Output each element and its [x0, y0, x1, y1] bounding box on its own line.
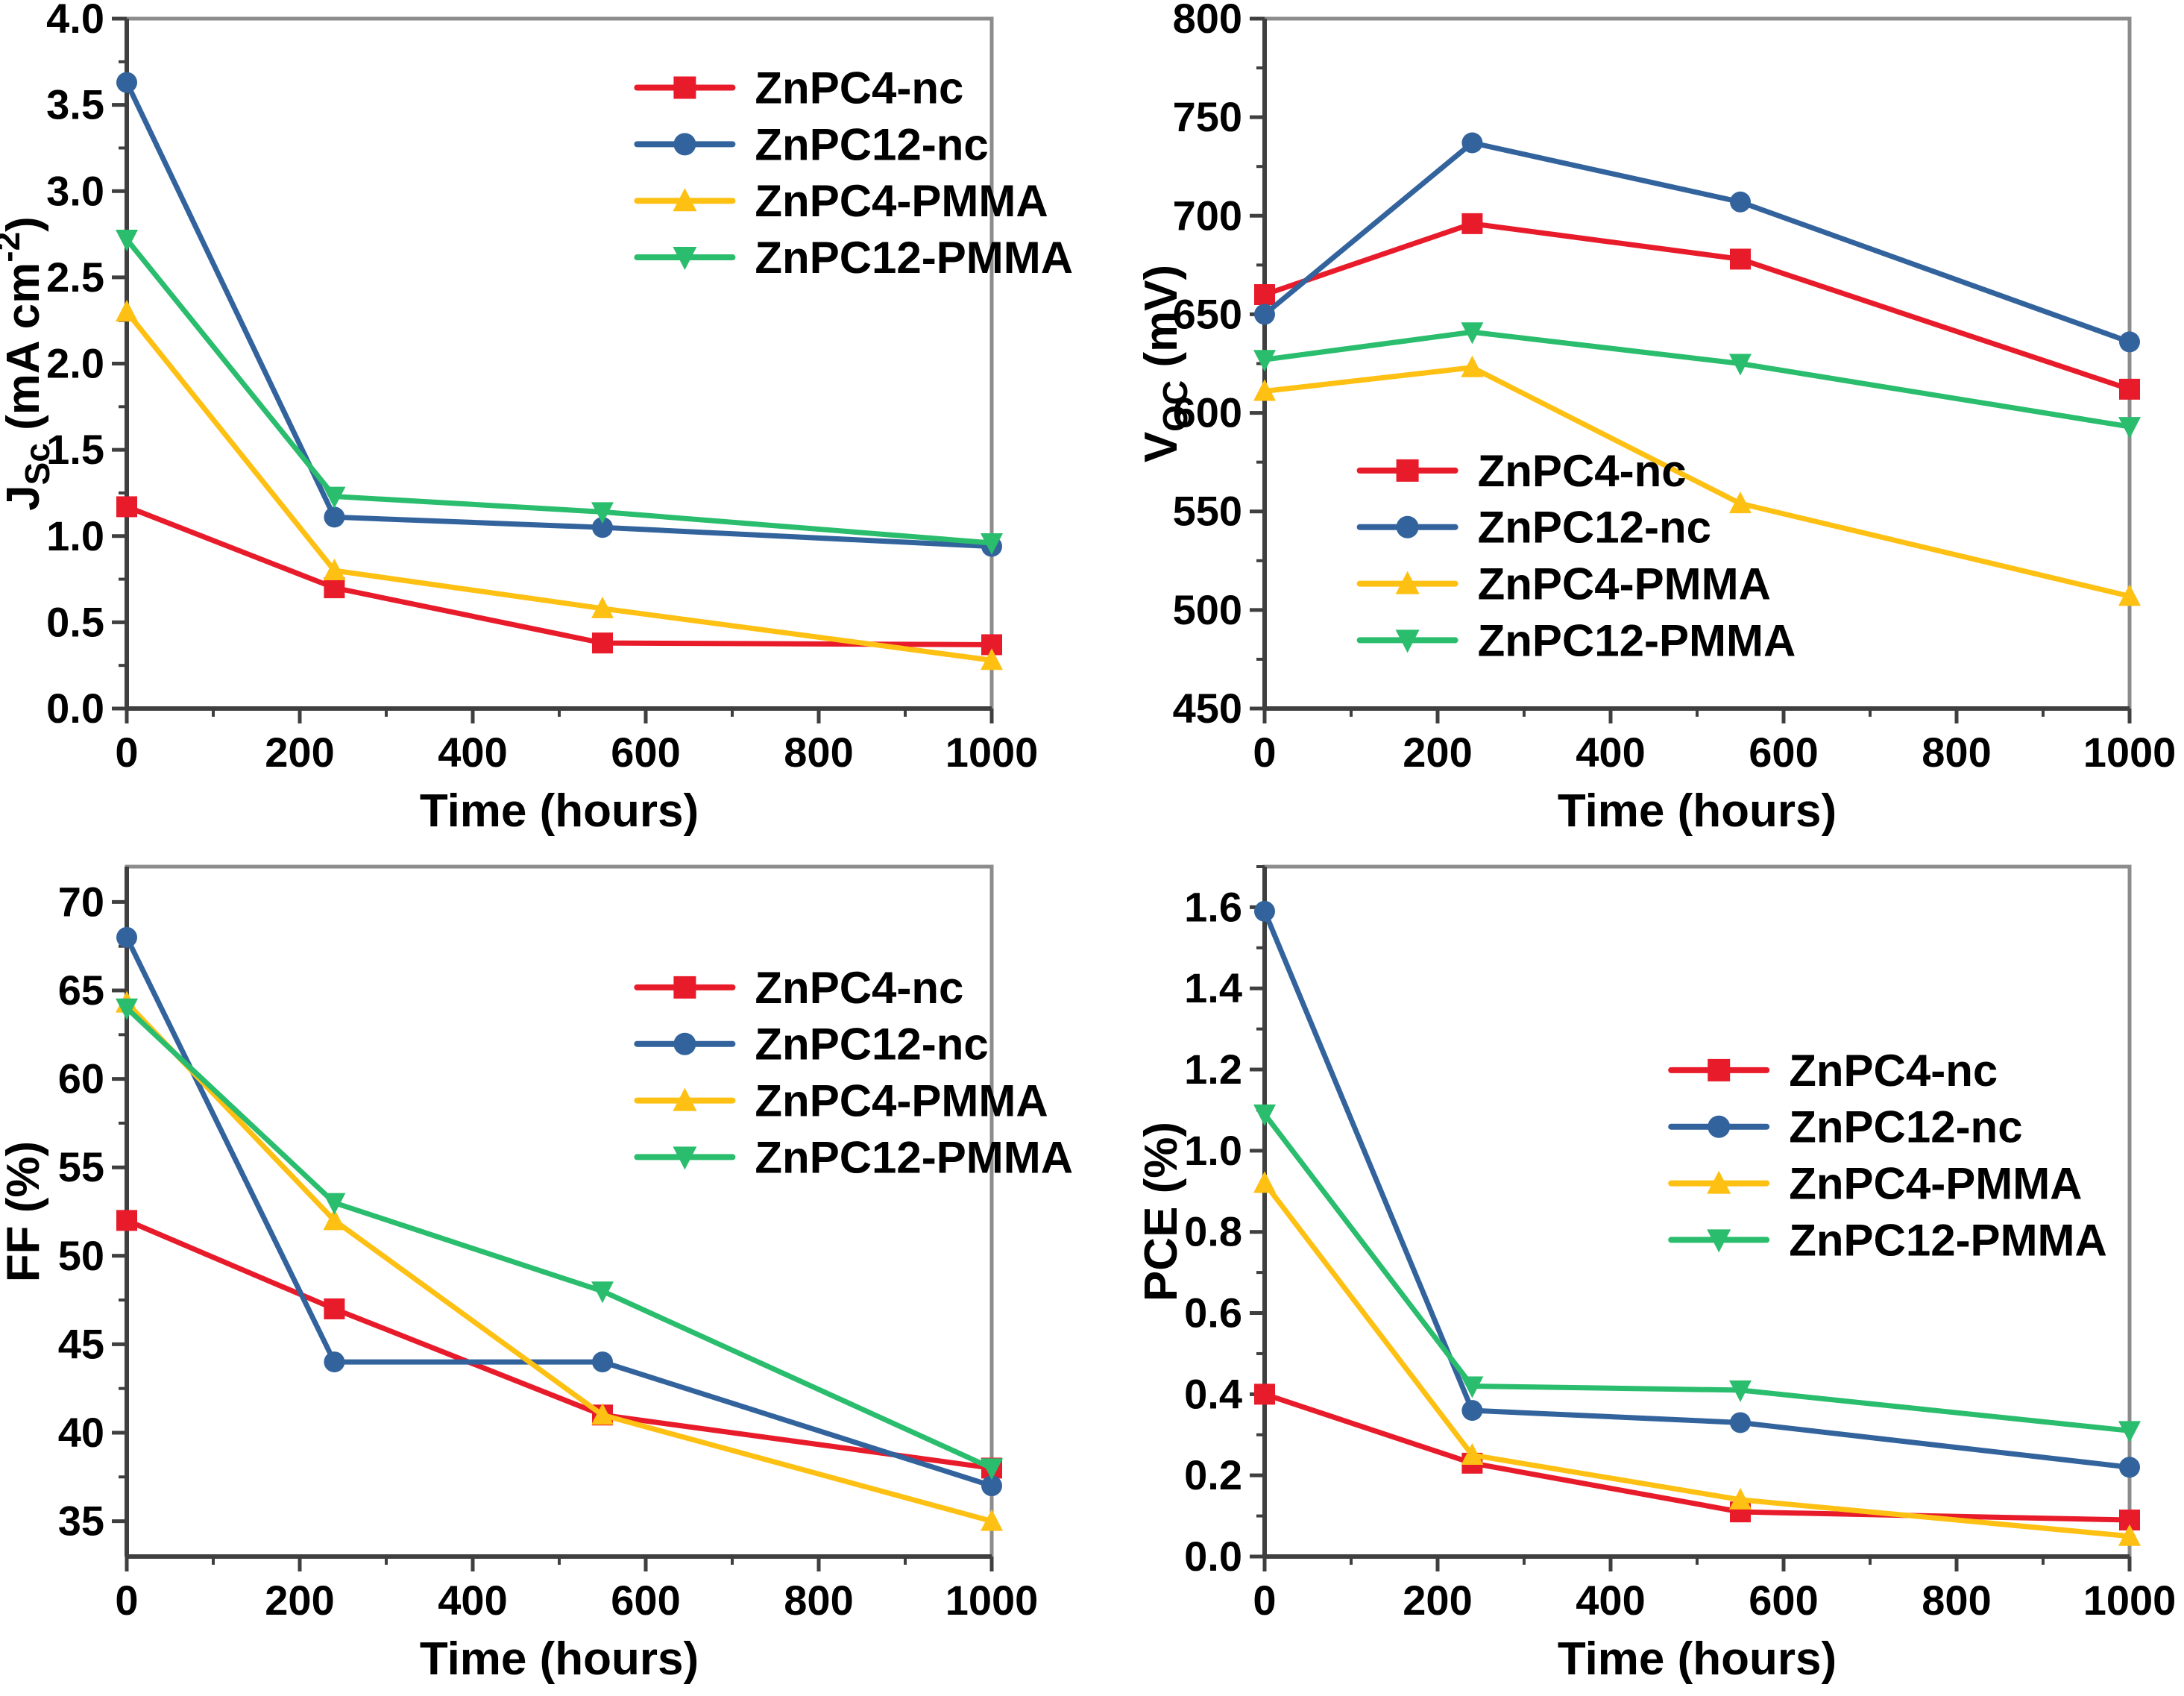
- svg-text:ZnPC12-PMMA: ZnPC12-PMMA: [755, 1132, 1073, 1182]
- svg-text:ZnPC4-PMMA: ZnPC4-PMMA: [1789, 1159, 2082, 1209]
- svg-text:800: 800: [1922, 1577, 1991, 1624]
- svg-text:600: 600: [1749, 1577, 1818, 1624]
- svg-text:600: 600: [611, 729, 680, 776]
- svg-text:600: 600: [611, 1577, 680, 1624]
- svg-text:Time (hours): Time (hours): [1558, 1633, 1837, 1685]
- svg-text:500: 500: [1173, 586, 1242, 633]
- svg-text:200: 200: [265, 729, 334, 776]
- svg-text:ZnPC4-nc: ZnPC4-nc: [1478, 446, 1687, 496]
- svg-text:800: 800: [1922, 729, 1991, 776]
- svg-text:50: 50: [58, 1232, 104, 1279]
- svg-text:600: 600: [1749, 729, 1818, 776]
- svg-text:650: 650: [1173, 290, 1242, 337]
- svg-text:ZnPC4-PMMA: ZnPC4-PMMA: [755, 1076, 1048, 1126]
- svg-text:45: 45: [58, 1320, 104, 1367]
- svg-text:1.0: 1.0: [1184, 1127, 1242, 1174]
- svg-text:3.5: 3.5: [46, 81, 104, 128]
- svg-text:1000: 1000: [945, 729, 1039, 776]
- svg-text:ZnPC4-nc: ZnPC4-nc: [755, 963, 963, 1013]
- chart-voc-vs-time: 0 200 400 600 800 1000 450 500 550 600 650 700 750 80…: [1092, 0, 2184, 848]
- svg-text:0.0: 0.0: [1184, 1533, 1242, 1580]
- svg-text:VOC (mV): VOC (mV): [1136, 265, 1195, 462]
- svg-text:1000: 1000: [2083, 729, 2177, 776]
- chart-pce-vs-time: 0 200 400 600 800 1000 0.0 0.2 0.4 0.6 0.8 1.0 1.2 1.…: [1092, 848, 2184, 1696]
- voc-chart-canvas: 0 200 400 600 800 1000 450 500 550 600 650 700 750 80…: [1136, 0, 2177, 837]
- svg-text:ZnPC12-nc: ZnPC12-nc: [1789, 1102, 2022, 1152]
- svg-text:550: 550: [1173, 488, 1242, 535]
- svg-text:200: 200: [265, 1577, 334, 1624]
- jsc-chart-canvas: 0 200 400 600 800 1000 0.0 0.5 1.0 1.5 2.0 2.5 3.0 3.…: [0, 0, 1073, 837]
- svg-text:4.0: 4.0: [46, 0, 104, 42]
- svg-text:ZnPC4-nc: ZnPC4-nc: [755, 63, 963, 113]
- svg-text:ZnPC12-nc: ZnPC12-nc: [755, 1020, 988, 1070]
- svg-text:ZnPC4-PMMA: ZnPC4-PMMA: [1478, 559, 1771, 609]
- svg-text:ZnPC12-PMMA: ZnPC12-PMMA: [755, 233, 1073, 283]
- chart-ff-vs-time: 0 200 400 600 800 1000 35 40 45 50 55 60 65 70 Time (h…: [0, 848, 1092, 1696]
- svg-text:JSc (mA cm-2): JSc (mA cm-2): [0, 216, 57, 511]
- svg-text:0: 0: [115, 729, 138, 776]
- chart-jsc-vs-time: 0 200 400 600 800 1000 0.0 0.5 1.0 1.5 2.0 2.5 3.0 3.…: [0, 0, 1092, 848]
- svg-text:60: 60: [58, 1055, 104, 1102]
- svg-text:PCE (%): PCE (%): [1136, 1122, 1187, 1301]
- svg-text:0.4: 0.4: [1184, 1370, 1242, 1417]
- svg-text:0: 0: [1253, 729, 1276, 776]
- svg-text:ZnPC4-nc: ZnPC4-nc: [1789, 1046, 1998, 1096]
- svg-text:ZnPC12-nc: ZnPC12-nc: [1478, 503, 1711, 553]
- svg-text:0.6: 0.6: [1184, 1290, 1242, 1337]
- svg-text:ZnPC12-PMMA: ZnPC12-PMMA: [1478, 615, 1796, 665]
- svg-text:200: 200: [1403, 1577, 1472, 1624]
- svg-text:Time (hours): Time (hours): [420, 785, 699, 837]
- svg-text:Time (hours): Time (hours): [420, 1633, 699, 1685]
- svg-text:Time (hours): Time (hours): [1558, 785, 1837, 837]
- svg-text:400: 400: [438, 1577, 507, 1624]
- svg-text:400: 400: [438, 729, 507, 776]
- svg-text:0.0: 0.0: [46, 685, 104, 732]
- svg-text:0: 0: [1253, 1577, 1276, 1624]
- svg-text:800: 800: [784, 1577, 853, 1624]
- svg-text:750: 750: [1173, 93, 1242, 140]
- svg-text:FF (%): FF (%): [0, 1141, 49, 1282]
- svg-text:ZnPC4-PMMA: ZnPC4-PMMA: [755, 176, 1048, 226]
- svg-text:600: 600: [1173, 389, 1242, 436]
- svg-text:65: 65: [58, 967, 104, 1014]
- svg-text:800: 800: [784, 729, 853, 776]
- svg-text:0.5: 0.5: [46, 598, 104, 645]
- svg-text:2.0: 2.0: [46, 340, 104, 387]
- svg-text:0.8: 0.8: [1184, 1208, 1242, 1255]
- svg-text:ZnPC12-PMMA: ZnPC12-PMMA: [1789, 1215, 2107, 1265]
- svg-text:400: 400: [1576, 1577, 1645, 1624]
- svg-text:800: 800: [1173, 0, 1242, 42]
- svg-text:200: 200: [1403, 729, 1472, 776]
- svg-text:1000: 1000: [945, 1577, 1039, 1624]
- svg-text:1.6: 1.6: [1184, 883, 1242, 930]
- svg-text:0: 0: [115, 1577, 138, 1624]
- pce-chart-canvas: 0 200 400 600 800 1000 0.0 0.2 0.4 0.6 0.8 1.0 1.2 1.…: [1136, 864, 2177, 1685]
- svg-text:40: 40: [58, 1409, 104, 1456]
- svg-text:3.0: 3.0: [46, 167, 104, 214]
- svg-text:700: 700: [1173, 192, 1242, 239]
- svg-text:1000: 1000: [2083, 1577, 2177, 1624]
- svg-text:1.5: 1.5: [46, 426, 104, 473]
- svg-text:450: 450: [1173, 685, 1242, 732]
- svg-text:ZnPC12-nc: ZnPC12-nc: [755, 119, 988, 169]
- svg-text:2.5: 2.5: [46, 254, 104, 301]
- svg-text:0.2: 0.2: [1184, 1451, 1242, 1498]
- svg-text:70: 70: [58, 878, 104, 925]
- ff-chart-canvas: 0 200 400 600 800 1000 35 40 45 50 55 60 65 70 Time (h…: [0, 864, 1073, 1685]
- svg-text:1.4: 1.4: [1184, 964, 1242, 1011]
- svg-text:1.0: 1.0: [46, 512, 104, 559]
- svg-text:55: 55: [58, 1143, 104, 1190]
- svg-text:35: 35: [58, 1498, 104, 1545]
- svg-text:400: 400: [1576, 729, 1645, 776]
- svg-text:1.2: 1.2: [1184, 1046, 1242, 1093]
